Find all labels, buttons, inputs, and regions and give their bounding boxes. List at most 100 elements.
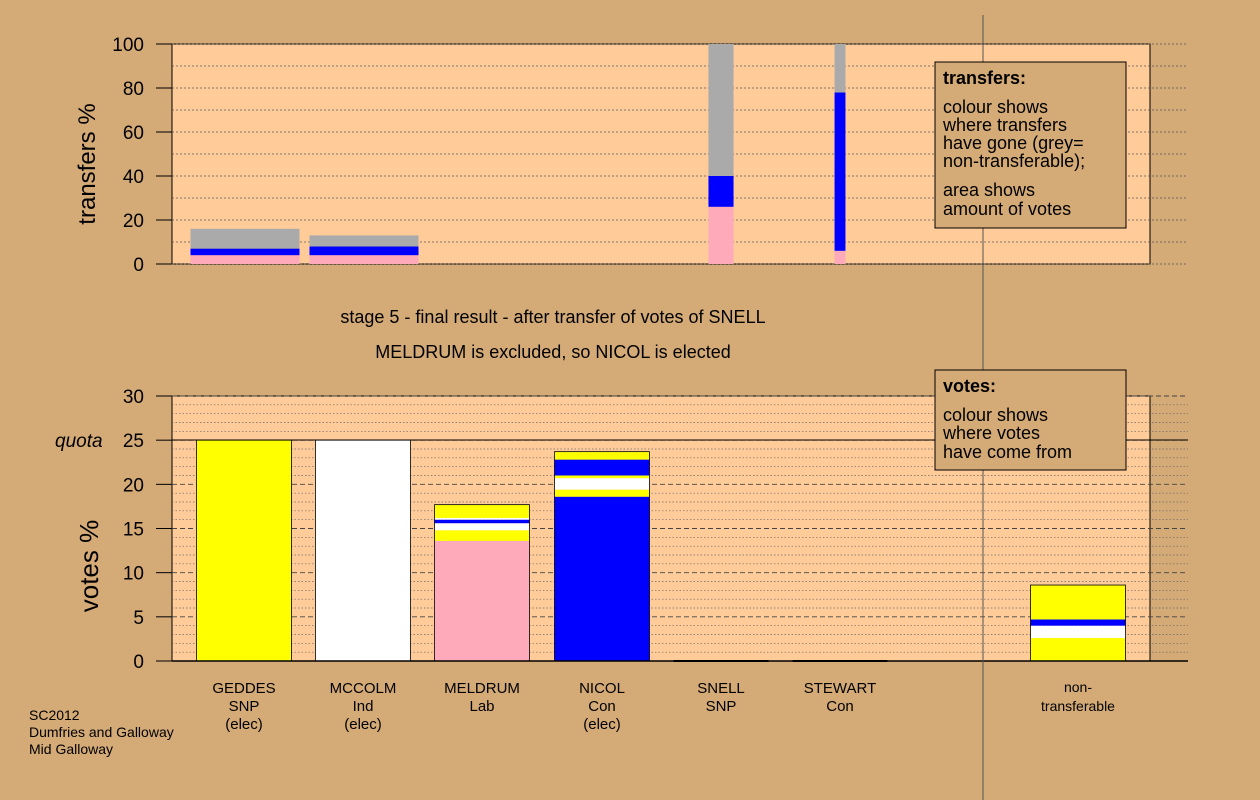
y-tick-label: 0 bbox=[133, 652, 144, 673]
votes-y-ticks: 0 5 10 15 20 25 30 bbox=[123, 387, 172, 673]
vote-bar-nicol bbox=[554, 451, 650, 662]
vote-bar-non-transferable bbox=[1030, 584, 1126, 662]
footer: SC2012 Dumfries and Galloway Mid Gallowa… bbox=[29, 707, 174, 757]
candidate-name: MCCOLM bbox=[330, 680, 397, 697]
y-tick-label: 25 bbox=[123, 431, 144, 452]
transfers-legend-line: where transfers bbox=[942, 115, 1067, 135]
transfer-column-mccolm bbox=[309, 235, 419, 264]
transfers-legend: transfers: colour shows where transfers … bbox=[934, 61, 1127, 229]
vote-segment bbox=[196, 440, 292, 661]
transfers-legend-title: transfers: bbox=[943, 68, 1026, 88]
transfer-column-stewart bbox=[834, 44, 846, 264]
transfer-column-geddes bbox=[190, 228, 300, 264]
vote-segment bbox=[434, 519, 530, 524]
transfer-segment bbox=[708, 206, 734, 264]
vote-segment bbox=[554, 459, 650, 476]
votes-legend-line: where votes bbox=[942, 423, 1040, 443]
transfers-legend-line: colour shows bbox=[943, 97, 1048, 117]
candidate-status: (elec) bbox=[583, 716, 621, 733]
transfer-segment bbox=[190, 255, 300, 264]
votes-legend-line: colour shows bbox=[943, 405, 1048, 425]
non-transferable-label-line2: transferable bbox=[1041, 698, 1115, 714]
transfer-segment bbox=[834, 44, 846, 93]
transfers-legend-line: non-transferable); bbox=[943, 151, 1085, 171]
candidate-party: Con bbox=[588, 698, 616, 715]
votes-y-axis-label: votes % bbox=[74, 520, 104, 613]
vote-segment bbox=[554, 451, 650, 460]
transfer-segment bbox=[309, 235, 419, 247]
footer-line-ward: Mid Galloway bbox=[29, 741, 113, 757]
vote-segment bbox=[434, 517, 530, 520]
y-tick-label: 80 bbox=[123, 79, 144, 100]
transfers-bars bbox=[190, 44, 846, 264]
y-tick-label: 5 bbox=[133, 608, 144, 629]
vote-segment bbox=[1030, 625, 1126, 639]
y-tick-label: 100 bbox=[112, 35, 144, 56]
votes-legend-box bbox=[934, 369, 1127, 471]
vote-segment bbox=[1030, 619, 1126, 626]
y-tick-label: 40 bbox=[123, 167, 144, 188]
vote-segment bbox=[554, 489, 650, 497]
vote-segment bbox=[434, 530, 530, 541]
candidate-status: (elec) bbox=[344, 716, 382, 733]
vote-segment bbox=[554, 478, 650, 490]
candidate-name: NICOL bbox=[579, 680, 625, 697]
transfers-legend-box bbox=[934, 61, 1127, 229]
y-tick-label: 0 bbox=[133, 255, 144, 276]
vote-segment bbox=[434, 523, 530, 531]
candidate-party: Con bbox=[826, 698, 854, 715]
candidate-name: STEWART bbox=[804, 680, 877, 697]
transfer-segment bbox=[834, 92, 846, 251]
stage-caption: stage 5 - final result - after transfer … bbox=[340, 307, 765, 327]
transfers-legend-line: area shows bbox=[943, 180, 1035, 200]
vote-bar-mccolm bbox=[315, 439, 411, 662]
vote-segment bbox=[1030, 585, 1126, 620]
vote-segment bbox=[434, 504, 530, 518]
candidate-party: SNP bbox=[229, 698, 260, 715]
transfer-segment bbox=[708, 44, 734, 176]
footer-line-council: Dumfries and Galloway bbox=[29, 724, 174, 740]
transfers-y-ticks: 0 20 40 60 80 100 bbox=[112, 35, 172, 276]
vote-bar-meldrum bbox=[434, 504, 530, 662]
vote-segment bbox=[554, 496, 650, 661]
vote-segment bbox=[554, 475, 650, 479]
vote-segment bbox=[315, 440, 411, 661]
candidate-party: SNP bbox=[706, 698, 737, 715]
transfer-segment bbox=[309, 255, 419, 264]
footer-line-election: SC2012 bbox=[29, 707, 80, 723]
vote-bar-geddes bbox=[196, 439, 292, 662]
candidate-party: Lab bbox=[469, 698, 494, 715]
y-tick-label: 10 bbox=[123, 564, 144, 585]
transfer-segment bbox=[309, 246, 419, 256]
transfers-legend-line: amount of votes bbox=[943, 199, 1071, 219]
votes-legend-line: have come from bbox=[943, 442, 1072, 462]
vote-segment bbox=[434, 540, 530, 661]
y-tick-label: 30 bbox=[123, 387, 144, 408]
y-tick-label: 15 bbox=[123, 520, 144, 541]
vote-segment bbox=[1030, 638, 1126, 661]
transfers-y-axis-label: transfers % bbox=[74, 103, 101, 224]
candidate-name: SNELL bbox=[697, 680, 745, 697]
votes-legend: votes: colour shows where votes have com… bbox=[934, 369, 1127, 471]
transfer-column-snell bbox=[708, 44, 734, 264]
votes-legend-title: votes: bbox=[943, 376, 996, 396]
transfer-segment bbox=[834, 250, 846, 264]
non-transferable-label: non- transferable bbox=[1041, 679, 1115, 714]
non-transferable-label-line1: non- bbox=[1064, 679, 1092, 695]
transfer-segment bbox=[708, 176, 734, 207]
candidate-status: (elec) bbox=[225, 716, 263, 733]
transfer-segment bbox=[190, 228, 300, 249]
votes-bars bbox=[196, 439, 1126, 662]
y-tick-label: 20 bbox=[123, 211, 144, 232]
candidate-party: Ind bbox=[353, 698, 374, 715]
transfer-segment bbox=[190, 248, 300, 256]
y-tick-label: 60 bbox=[123, 123, 144, 144]
y-tick-label: 20 bbox=[123, 475, 144, 496]
